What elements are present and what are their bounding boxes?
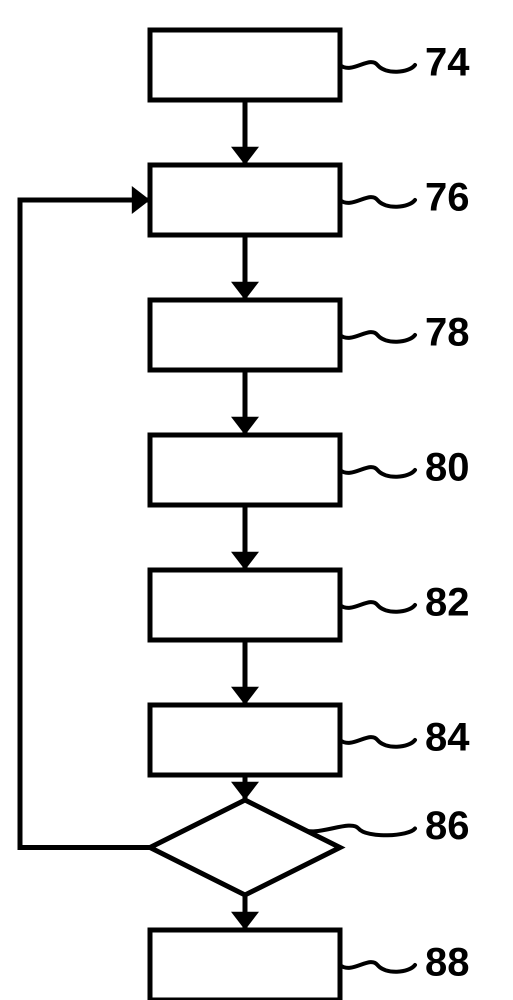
- ref-label: 80: [425, 446, 470, 490]
- arrow-head: [132, 186, 150, 214]
- ref-label: 88: [425, 941, 470, 985]
- flowchart: 74 76 78 80 82 84 86 88: [0, 0, 513, 1000]
- loop-edge: [20, 200, 150, 848]
- flow-box: [150, 30, 340, 100]
- flow-box: [150, 435, 340, 505]
- callout-line: [302, 826, 415, 836]
- callout-line: [340, 62, 415, 72]
- arrow-head: [231, 912, 259, 930]
- arrow-head: [231, 417, 259, 435]
- ref-label: 82: [425, 581, 470, 625]
- ref-label: 78: [425, 311, 470, 355]
- flow-decision: [150, 800, 340, 895]
- callout-line: [340, 332, 415, 342]
- ref-label: 84: [425, 716, 470, 760]
- arrow-head: [231, 552, 259, 570]
- arrow-head: [231, 687, 259, 705]
- callout-line: [340, 197, 415, 207]
- callout-line: [340, 602, 415, 612]
- flow-box: [150, 300, 340, 370]
- callout-line: [340, 467, 415, 477]
- flow-box: [150, 705, 340, 775]
- callout-line: [340, 737, 415, 747]
- ref-label: 86: [425, 804, 470, 848]
- ref-label: 74: [425, 41, 470, 85]
- arrow-head: [231, 782, 259, 800]
- arrow-head: [231, 282, 259, 300]
- callout-line: [340, 962, 415, 972]
- arrow-head: [231, 147, 259, 165]
- flow-box: [150, 165, 340, 235]
- flow-box: [150, 570, 340, 640]
- ref-label: 76: [425, 176, 470, 220]
- flow-box: [150, 930, 340, 1000]
